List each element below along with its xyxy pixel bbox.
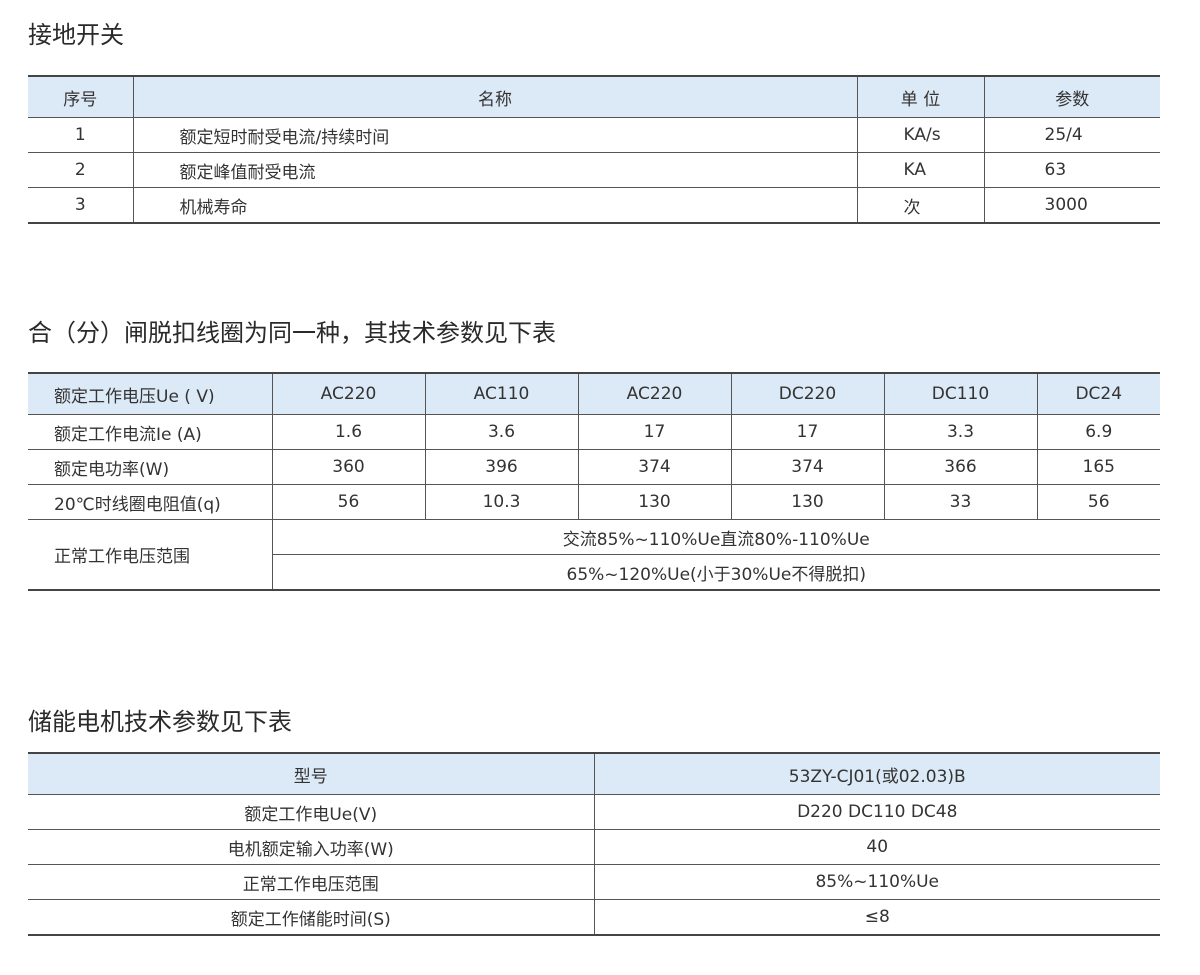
table-cell: 正常工作电压范围 (28, 864, 595, 900)
table-cell: 3000 (983, 187, 1160, 224)
table-cell: 1 (28, 117, 134, 153)
table-cell: 360 (271, 449, 426, 485)
column-header: DC220 (730, 372, 885, 415)
column-header: DC24 (1036, 372, 1160, 415)
range-value: 交流85%~110%Ue直流80%-110%Ue (271, 519, 1160, 555)
table-row: 额定工作电流Ie (A) 1.6 3.6 17 17 3.3 6.9 (28, 414, 1160, 450)
table-cell: 额定工作电流Ie (A) (28, 414, 273, 450)
table-cell: 63 (983, 152, 1160, 188)
table-row: 额定电功率(W) 360 396 374 374 366 165 (28, 449, 1160, 485)
table-cell: 25/4 (983, 117, 1160, 153)
table-cell: 6.9 (1036, 414, 1160, 450)
table-cell: 机械寿命 (132, 187, 858, 224)
table-row: 正常工作电压范围 交流85%~110%Ue直流80%-110%Ue (28, 519, 1160, 591)
section-title-trip-coil: 合（分）闸脱扣线圈为同一种，其技术参数见下表 (28, 319, 556, 347)
table-cell: 374 (730, 449, 885, 485)
table-cell: 396 (424, 449, 579, 485)
column-header: 名称 (132, 75, 858, 118)
table-cell: 次 (856, 187, 985, 224)
table-cell: 2 (28, 152, 134, 188)
column-header: DC110 (883, 372, 1038, 415)
range-label: 正常工作电压范围 (28, 519, 273, 591)
table-cell: 17 (730, 414, 885, 450)
column-header: AC110 (424, 372, 579, 415)
table-row: 3 机械寿命次 3000 (28, 187, 1160, 224)
table-cell: D220 DC110 DC48 (593, 794, 1160, 830)
table-header-row: 序号 名称单 位参数 (28, 75, 1160, 118)
column-header: AC220 (577, 372, 732, 415)
column-header: 单 位 (856, 75, 985, 118)
table-row: 2 额定峰值耐受电流 KA 63 (28, 152, 1160, 188)
table-cell: 3 (28, 187, 134, 224)
table-cell: 56 (1036, 484, 1160, 520)
table-cell: 374 (577, 449, 732, 485)
table-cell: 56 (271, 484, 426, 520)
trip-coil-table: 额定工作电压Ue ( V) AC220 AC110 AC220 DC220 DC110 DC… (28, 372, 1160, 591)
table-cell: 366 (883, 449, 1038, 485)
table-row: 20℃时线圈电阻值(q) 56 10.3 130 130 33 56 (28, 484, 1160, 520)
grounding-switch-table: 序号 名称单 位参数 1 额定短时耐受电流/持续时间 KA/s 25/4 2 额定峰值耐受电流… (28, 75, 1160, 224)
table-cell: KA (856, 152, 985, 188)
table-cell: 额定工作储能时间(S) (28, 899, 595, 936)
column-header: 型号 (28, 752, 595, 795)
table-header-row: 额定工作电压Ue ( V) AC220 AC110 AC220 DC220 DC110 DC… (28, 372, 1160, 415)
table-cell: 额定峰值耐受电流 (132, 152, 858, 188)
table-row: 额定工作储能时间(S) ≤8 (28, 899, 1160, 936)
table-row: 额定工作电Ue(V) D220 DC110 DC48 (28, 794, 1160, 830)
table-cell: 130 (730, 484, 885, 520)
range-value: 65%~120%Ue(小于30%Ue不得脱扣) (272, 554, 1160, 591)
column-header: 53ZY-CJ01(或02.03)B (593, 752, 1160, 795)
column-header: 参数 (983, 75, 1160, 118)
table-cell: 17 (577, 414, 732, 450)
table-cell: 33 (883, 484, 1038, 520)
table-cell: 电机额定输入功率(W) (28, 829, 595, 865)
table-cell: 130 (577, 484, 732, 520)
column-header: 额定工作电压Ue ( V) (28, 372, 273, 415)
table-cell: 10.3 (424, 484, 579, 520)
section-title-grounding-switch: 接地开关 (28, 21, 124, 49)
table-cell: KA/s (856, 117, 985, 153)
column-header: AC220 (271, 372, 426, 415)
table-cell: 40 (593, 829, 1160, 865)
table-cell: 3.3 (883, 414, 1038, 450)
table-cell: 3.6 (424, 414, 579, 450)
table-row: 正常工作电压范围 85%~110%Ue (28, 864, 1160, 900)
column-header: 序号 (28, 75, 134, 118)
motor-table: 型号 53ZY-CJ01(或02.03)B 额定工作电Ue(V) D220 DC110… (28, 752, 1160, 936)
table-cell: ≤8 (593, 899, 1160, 936)
table-cell: 165 (1036, 449, 1160, 485)
section-title-motor: 储能电机技术参数见下表 (28, 708, 292, 736)
table-cell: 额定电功率(W) (28, 449, 273, 485)
table-cell: 1.6 (271, 414, 426, 450)
table-row: 65%~120%Ue(小于30%Ue不得脱扣) (28, 554, 1160, 591)
table-row: 1 额定短时耐受电流/持续时间 KA/s 25/4 (28, 117, 1160, 153)
table-cell: 额定工作电Ue(V) (28, 794, 595, 830)
table-cell: 额定短时耐受电流/持续时间 (132, 117, 858, 153)
table-cell: 85%~110%Ue (593, 864, 1160, 900)
table-row: 电机额定输入功率(W) 40 (28, 829, 1160, 865)
table-header-row: 型号 53ZY-CJ01(或02.03)B (28, 752, 1160, 795)
table-cell: 20℃时线圈电阻值(q) (28, 484, 273, 520)
